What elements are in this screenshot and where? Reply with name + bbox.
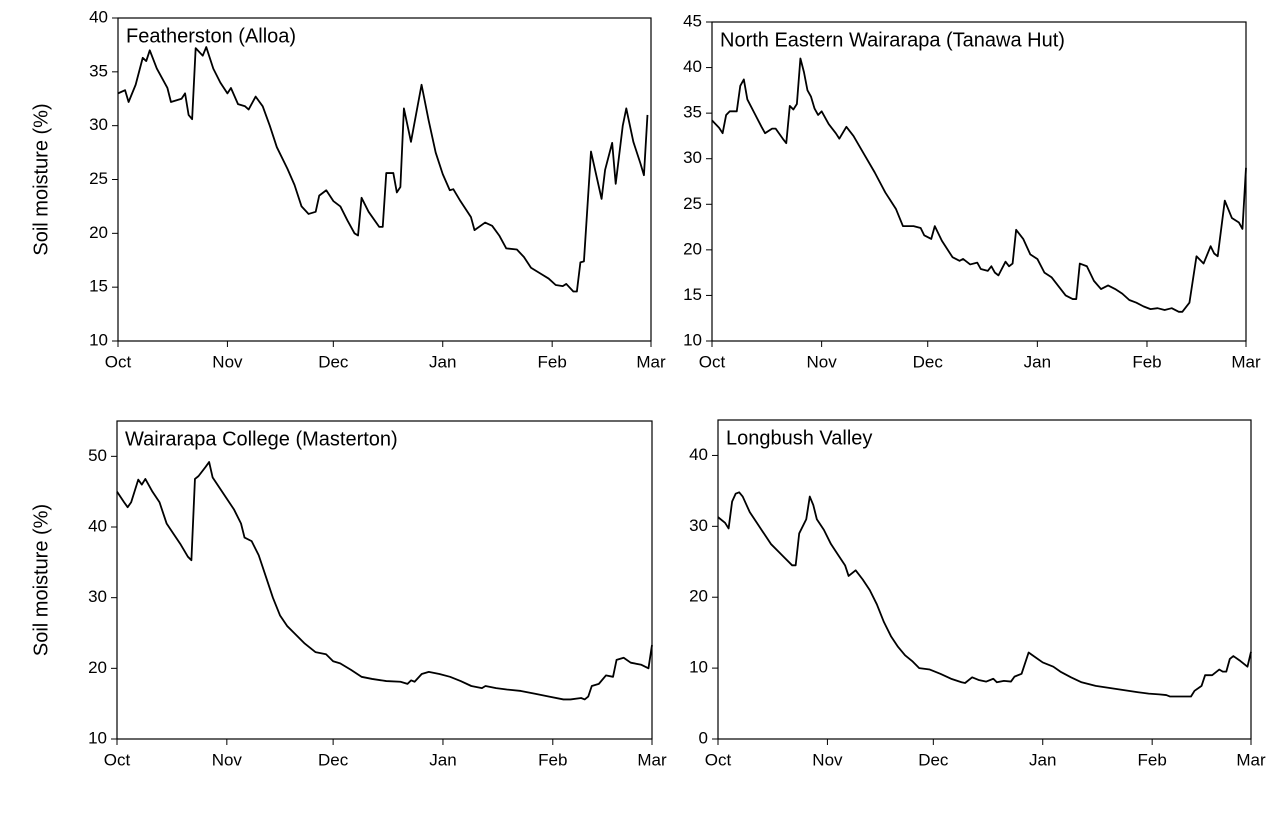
data-line [711, 57, 1247, 313]
x-tick-label: Dec [318, 750, 349, 769]
x-tick-label: Oct [105, 352, 132, 371]
y-tick-label: 20 [89, 223, 108, 242]
y-tick-label: 25 [89, 169, 108, 188]
x-tick-label: Mar [1236, 750, 1266, 769]
x-tick-label: Mar [1231, 352, 1261, 371]
y-tick-label: 40 [689, 445, 708, 464]
x-tick-label: Nov [812, 750, 843, 769]
y-tick-label: 40 [683, 57, 702, 76]
y-tick-label: 35 [683, 103, 702, 122]
y-tick-label: 50 [88, 446, 107, 465]
x-tick-label: Oct [104, 750, 131, 769]
x-tick-label: Feb [538, 750, 567, 769]
data-line [717, 491, 1252, 698]
y-tick-label: 15 [683, 285, 702, 304]
x-tick-label: Feb [1138, 750, 1167, 769]
x-tick-label: Dec [913, 352, 944, 371]
y-tick-label: 10 [89, 330, 108, 349]
y-tick-label: 30 [88, 587, 107, 606]
y-tick-label: 10 [689, 658, 708, 677]
x-tick-label: Oct [705, 750, 732, 769]
x-tick-label: Jan [429, 750, 456, 769]
x-tick-label: Oct [699, 352, 726, 371]
data-line [117, 46, 649, 293]
y-tick-label: 45 [683, 11, 702, 30]
x-tick-label: Dec [318, 352, 349, 371]
chart-title: Wairarapa College (Masterton) [125, 428, 398, 450]
y-tick-label: 20 [689, 587, 708, 606]
x-tick-label: Nov [212, 352, 243, 371]
plot-frame [711, 21, 1247, 342]
y-tick-label: 10 [88, 728, 107, 747]
chart-title: Featherston (Alloa) [126, 25, 296, 47]
chart-title: Longbush Valley [726, 427, 872, 449]
data-line [116, 461, 653, 701]
plot-frame [117, 17, 652, 342]
y-tick-label: 30 [89, 115, 108, 134]
y-tick-label: 30 [689, 516, 708, 535]
x-tick-label: Jan [1024, 352, 1051, 371]
y-tick-label: 30 [683, 148, 702, 167]
x-tick-label: Nov [212, 750, 243, 769]
x-tick-label: Feb [1132, 352, 1161, 371]
y-tick-label: 10 [683, 330, 702, 349]
x-tick-label: Mar [637, 750, 667, 769]
x-tick-label: Feb [538, 352, 567, 371]
plot-frame [717, 419, 1252, 740]
y-tick-label: 20 [88, 658, 107, 677]
y-tick-label: 0 [699, 728, 708, 747]
y-tick-label: 25 [683, 194, 702, 213]
y-axis-label: Soil moisture (%) [30, 504, 52, 656]
chart-title: North Eastern Wairarapa (Tanawa Hut) [720, 29, 1065, 51]
plot-frame [116, 420, 653, 740]
x-tick-label: Dec [918, 750, 949, 769]
y-tick-label: 15 [89, 277, 108, 296]
y-tick-label: 40 [88, 516, 107, 535]
y-tick-label: 40 [89, 7, 108, 26]
y-axis-label: Soil moisture (%) [30, 103, 52, 255]
x-tick-label: Nov [807, 352, 838, 371]
x-tick-label: Jan [1029, 750, 1056, 769]
x-tick-label: Mar [636, 352, 666, 371]
x-tick-label: Jan [429, 352, 456, 371]
y-tick-label: 35 [89, 61, 108, 80]
y-tick-label: 20 [683, 239, 702, 258]
